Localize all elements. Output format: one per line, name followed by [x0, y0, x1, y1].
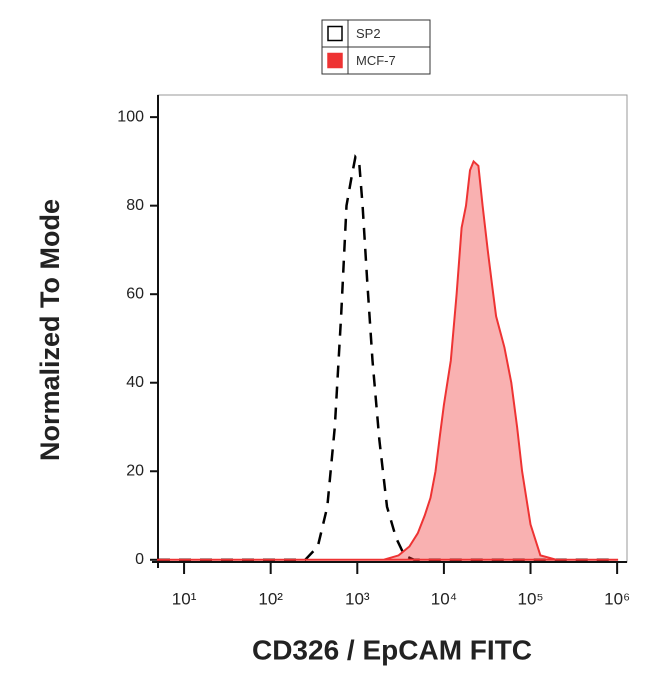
- x-tick-label: 10¹: [172, 589, 197, 608]
- area: [157, 159, 619, 561]
- x-tick-label: 10⁴: [431, 589, 457, 608]
- y-tick-label: 20: [126, 462, 144, 479]
- y-tick-label: 60: [126, 285, 144, 302]
- y-axis-label: Normalized To Mode: [35, 199, 65, 461]
- x-tick-label: 10²: [258, 589, 283, 608]
- legend-label: SP2: [356, 26, 381, 41]
- plot-frame: [157, 94, 628, 563]
- legend-swatch: [327, 52, 343, 69]
- y-tick-label: 0: [135, 551, 144, 568]
- x-tick-label: 10⁵: [518, 589, 544, 608]
- x-tick-label: 10⁶: [604, 589, 630, 608]
- y-tick-label: 100: [117, 108, 144, 125]
- y-tick-label: 40: [126, 374, 144, 391]
- y-tick-label: 80: [126, 197, 144, 214]
- legend-label: MCF-7: [356, 53, 396, 68]
- x-tick-label: 10³: [345, 589, 370, 608]
- line: [158, 154, 618, 562]
- x-axis-label: CD326 / EpCAM FITC: [252, 634, 532, 665]
- legend-swatch: [327, 25, 343, 42]
